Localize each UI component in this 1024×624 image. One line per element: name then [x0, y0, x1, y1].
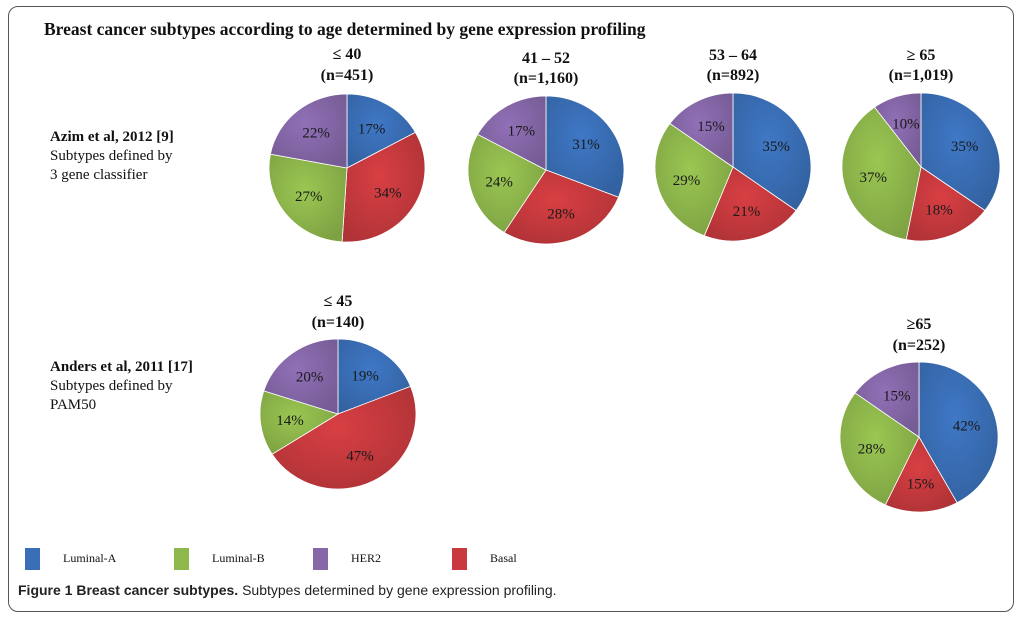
pie-slice-basal [341, 131, 426, 243]
legend-swatch [452, 548, 467, 570]
pie-slice-luminal-b [268, 153, 348, 243]
legend-swatch [25, 548, 40, 570]
row-desc-line1: Subtypes defined by [50, 378, 173, 394]
pie-slice-luminal-a [732, 92, 812, 212]
row-desc-line2: PAM50 [50, 397, 97, 413]
slice-value-label: 47% [346, 448, 374, 464]
pie-slice-luminal-b [841, 106, 922, 241]
pie-chart: 41 – 52 (n=1,160) 31% 28% 24% 17% [467, 50, 625, 245]
legend-label: Luminal-B [212, 551, 265, 565]
row-ref: Azim et al, 2012 [9] [50, 129, 174, 145]
pie-n-label: (n=252) [893, 337, 946, 354]
legend-label: Basal [490, 551, 517, 565]
pie-slice-luminal-a [337, 338, 412, 415]
pie-slice-luminal-a [545, 95, 625, 198]
pie-age-label: ≥ 65 [907, 47, 936, 64]
pie-chart: ≤ 40 (n=451) 17% 34% 27% 22% [268, 46, 426, 243]
slice-value-label: 21% [733, 204, 761, 220]
pie-age-label: ≥65 [907, 316, 932, 333]
pie-slice-luminal-b [259, 390, 339, 455]
row-desc-line1: Subtypes defined by [50, 148, 173, 164]
pie-slice-basal [271, 385, 417, 490]
pie-slice-her2 [854, 361, 920, 438]
pie-n-label: (n=140) [312, 314, 365, 331]
slice-value-label: 20% [296, 369, 324, 385]
pie-n-label: (n=1,160) [514, 70, 579, 87]
slice-value-label: 15% [883, 389, 911, 405]
pie-slice-luminal-b [467, 133, 547, 234]
slice-value-label: 15% [697, 119, 725, 135]
slice-value-label: 15% [907, 476, 935, 492]
pie-chart: ≥ 65 (n=1,019) 35% 18% 37% 10% [841, 47, 1001, 242]
pie-slice-luminal-a [346, 93, 416, 169]
slice-value-label: 24% [485, 174, 513, 190]
slice-value-label: 28% [858, 442, 886, 458]
slice-value-label: 18% [925, 203, 953, 219]
slice-value-label: 17% [508, 124, 536, 140]
pie-n-label: (n=451) [321, 67, 374, 84]
pie-slice-luminal-a [918, 361, 999, 504]
pie-slice-her2 [269, 93, 348, 169]
slice-value-label: 31% [572, 137, 600, 153]
legend-swatch [313, 548, 328, 570]
pie-slice-basal [884, 436, 958, 513]
pie-age-label: ≤ 45 [324, 293, 353, 310]
pie-slice-luminal-b [654, 122, 734, 237]
pie-slice-basal [703, 166, 797, 242]
pie-chart: 53 – 64 (n=892) 35% 21% 29% 15% [654, 47, 812, 242]
pie-slice-basal [905, 166, 986, 242]
legend-swatch [174, 548, 189, 570]
pie-slice-luminal-b [839, 392, 920, 506]
slice-value-label: 22% [302, 126, 330, 142]
legend-label: Luminal-A [63, 551, 117, 565]
slice-value-label: 35% [762, 139, 790, 155]
legend-label: HER2 [351, 551, 381, 565]
pie-slice-basal [503, 169, 620, 245]
slice-value-label: 27% [295, 189, 323, 205]
slice-value-label: 29% [673, 173, 701, 189]
caption-text: Subtypes determined by gene expression p… [238, 582, 557, 598]
pie-chart: ≤ 45 (n=140) 19% 47% 14% 20% [259, 293, 417, 490]
pie-age-label: ≤ 40 [333, 46, 362, 63]
figure-caption: Figure 1 Breast cancer subtypes. Subtype… [18, 582, 557, 598]
row-label-azim: Azim et al, 2012 [9] Subtypes defined by… [50, 128, 174, 185]
pie-n-label: (n=1,019) [889, 67, 954, 84]
pie-age-label: 41 – 52 [522, 50, 570, 67]
slice-value-label: 14% [276, 413, 304, 429]
slice-value-label: 10% [892, 116, 920, 132]
pie-slice-her2 [477, 95, 547, 171]
slice-value-label: 42% [953, 418, 981, 434]
row-label-anders: Anders et al, 2011 [17] Subtypes defined… [50, 358, 193, 415]
slice-value-label: 19% [351, 369, 379, 385]
slice-value-label: 37% [859, 170, 887, 186]
chart-title: Breast cancer subtypes according to age … [44, 19, 646, 39]
row-ref: Anders et al, 2011 [17] [50, 359, 193, 375]
caption-bold: Figure 1 Breast cancer subtypes. [18, 582, 239, 598]
pie-slice-her2 [873, 92, 922, 169]
pie-slice-her2 [669, 92, 734, 168]
pie-n-label: (n=892) [707, 67, 760, 84]
slice-value-label: 17% [358, 122, 386, 138]
slice-value-label: 34% [374, 186, 402, 202]
slice-value-label: 35% [951, 139, 979, 155]
pie-slice-luminal-a [920, 92, 1001, 212]
slice-value-label: 28% [547, 207, 575, 223]
row-desc-line2: 3 gene classifier [50, 167, 148, 183]
pie-slice-her2 [263, 338, 339, 415]
pie-age-label: 53 – 64 [709, 47, 757, 64]
pie-chart: ≥65 (n=252) 42% 15% 28% 15% [839, 316, 999, 513]
